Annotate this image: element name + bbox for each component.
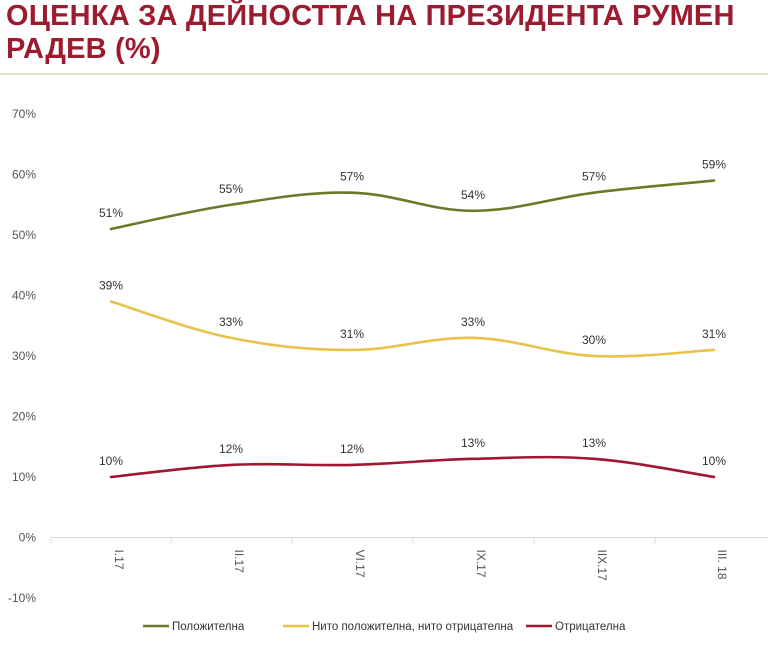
data-label: 10% (702, 454, 726, 468)
data-label: 59% (702, 158, 726, 172)
y-tick-label: -10% (8, 591, 36, 605)
data-label: 13% (461, 436, 485, 450)
x-tick-label: IIX.17 (595, 550, 609, 582)
legend-label: Положителна (172, 621, 245, 633)
x-tick-label: II.17 (232, 550, 246, 574)
data-label: 39% (99, 279, 123, 293)
y-tick-label: 20% (12, 410, 36, 424)
y-tick-label: 60% (12, 168, 36, 182)
data-label: 55% (219, 182, 243, 196)
x-tick-label: VI.17 (353, 550, 367, 578)
y-tick-label: 30% (12, 349, 36, 363)
y-tick-label: 50% (12, 228, 36, 242)
y-tick-label: 0% (19, 531, 37, 545)
data-label: 51% (99, 206, 123, 220)
data-label: 33% (219, 315, 243, 329)
chart-title: ОЦЕНКА ЗА ДЕЙНОСТТА НА ПРЕЗИДЕНТА РУМЕН … (6, 0, 735, 65)
y-tick-label: 40% (12, 289, 36, 303)
series-line-1 (109, 300, 716, 358)
y-tick-label: 10% (12, 470, 36, 484)
x-tick-label: I.17 (112, 550, 126, 570)
data-label: 31% (702, 327, 726, 341)
legend-label: Отрицателна (555, 621, 626, 633)
data-label: 57% (340, 170, 364, 184)
y-tick-label: 70% (12, 107, 36, 121)
data-label: 13% (582, 436, 606, 450)
data-label: 57% (582, 170, 606, 184)
x-tick-label: IX.17 (474, 550, 488, 578)
data-label: 30% (582, 333, 606, 347)
series-line-2 (109, 455, 716, 479)
data-label: 12% (219, 442, 243, 456)
series-line-0 (109, 179, 716, 231)
x-tick-label: III. 18 (715, 550, 729, 580)
data-label: 33% (461, 315, 485, 329)
data-label: 54% (461, 188, 485, 202)
data-label: 31% (340, 327, 364, 341)
legend-label: Нито положителна, нито отрицателна (312, 621, 514, 633)
title-divider (0, 73, 768, 75)
data-label: 12% (340, 442, 364, 456)
data-label: 10% (99, 454, 123, 468)
